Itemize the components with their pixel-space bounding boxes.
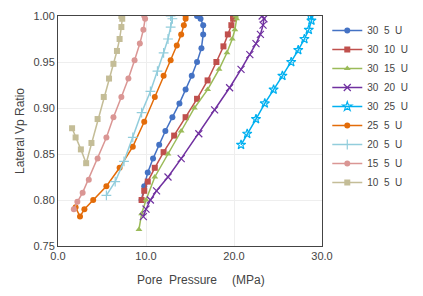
svg-text:30 25 U: 30 25 U <box>367 101 408 112</box>
svg-text:20.0: 20.0 <box>223 250 244 262</box>
svg-text:15 5 U: 15 5 U <box>367 158 402 169</box>
svg-text:10.0: 10.0 <box>135 250 156 262</box>
svg-text:0.0: 0.0 <box>50 250 65 262</box>
svg-text:0.80: 0.80 <box>33 194 54 206</box>
svg-text:0.90: 0.90 <box>33 102 54 114</box>
svg-text:30.0: 30.0 <box>311 250 332 262</box>
svg-text:20 5 U: 20 5 U <box>367 139 402 150</box>
svg-text:25 5 U: 25 5 U <box>367 120 402 131</box>
svg-text:30 5 U: 30 5 U <box>367 25 402 36</box>
svg-text:10 5 U: 10 5 U <box>367 177 402 188</box>
svg-text:30 20 U: 30 20 U <box>367 82 408 93</box>
svg-text:Pore Pressure: Pore Pressure <box>137 273 217 287</box>
svg-text:1.00: 1.00 <box>33 10 54 22</box>
svg-text:0.85: 0.85 <box>33 148 54 160</box>
svg-text:(MPa): (MPa) <box>232 273 265 287</box>
svg-text:0.75: 0.75 <box>33 240 54 252</box>
svg-text:0.95: 0.95 <box>33 56 54 68</box>
svg-text:Lateral Vp Ratio: Lateral Vp Ratio <box>13 88 27 174</box>
svg-text:30 10 U: 30 10 U <box>367 44 408 55</box>
svg-text:30 15 U: 30 15 U <box>367 63 408 74</box>
